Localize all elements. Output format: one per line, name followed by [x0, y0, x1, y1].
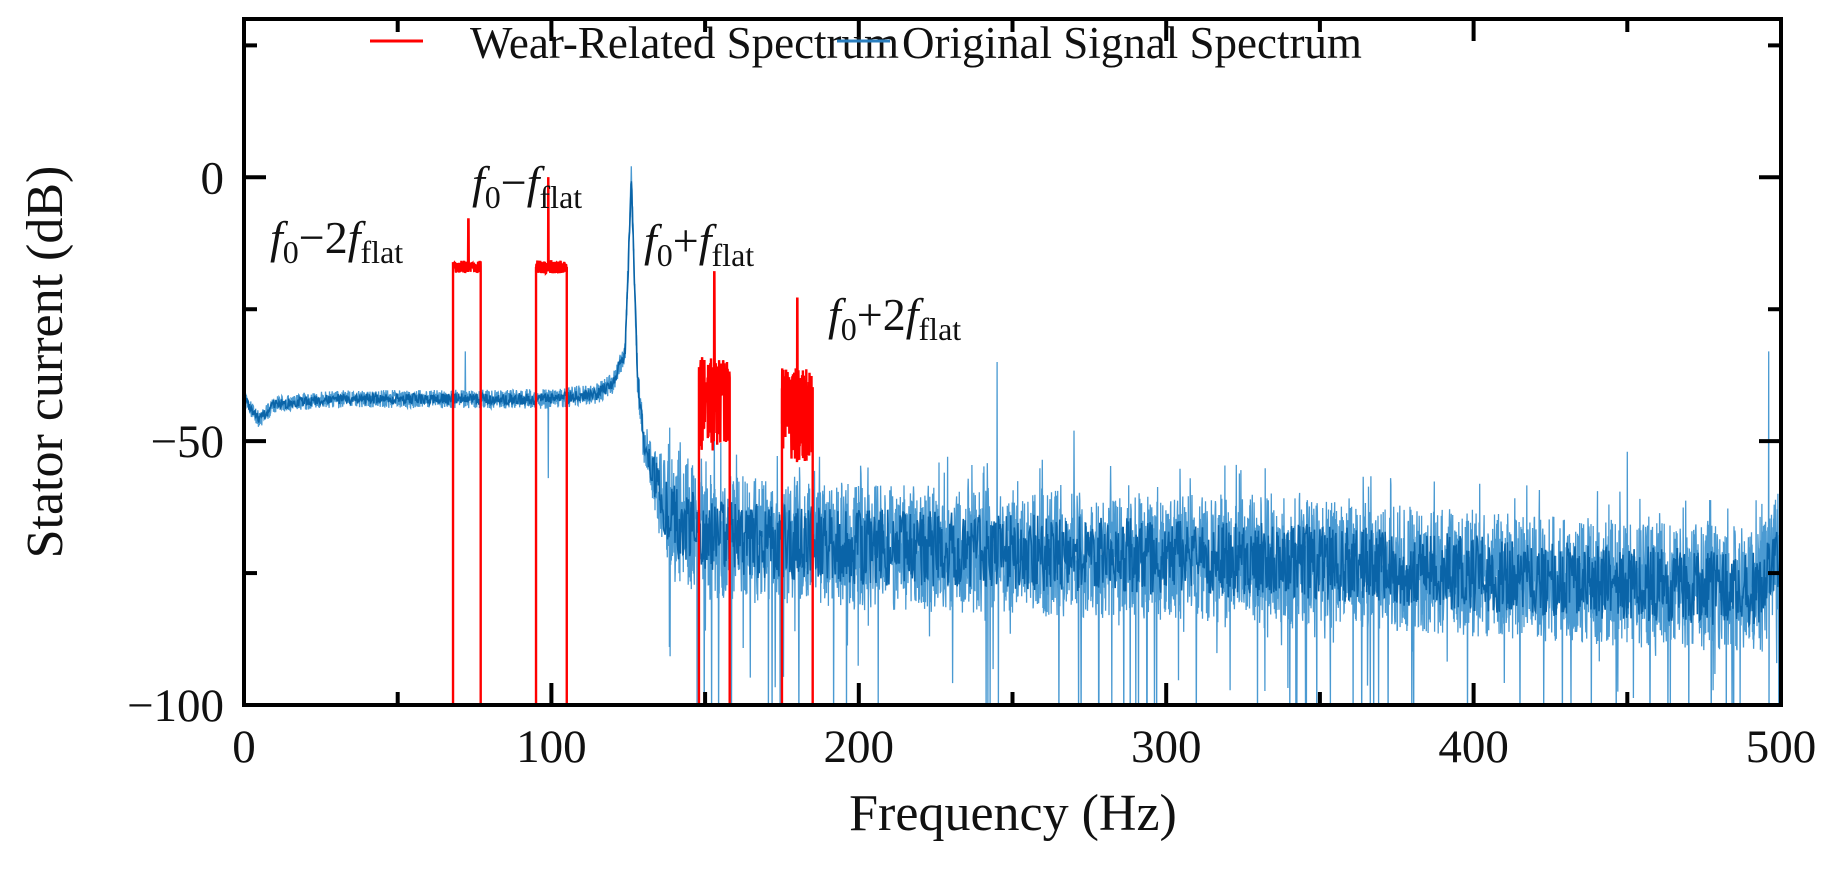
annotation-part: + [673, 215, 699, 266]
tick-labels: 0 100 200 300 400 500 0 −50 −100 [127, 152, 1816, 773]
annotations: f0−2fflat f0−fflat f0+fflat f0+2fflat [270, 157, 961, 347]
annotation-sideband-2: f0+fflat [644, 215, 754, 273]
legend-label-original: Original Signal Spectrum [902, 18, 1362, 68]
ticks-layer [242, 19, 1783, 707]
legend-label-wear: Wear-Related Spectrum [470, 18, 899, 68]
x-tick-label: 0 [232, 721, 256, 773]
annotation-part: 0 [841, 311, 857, 347]
series-original-signal-light [244, 166, 1781, 705]
x-tick-label: 300 [1131, 721, 1202, 773]
wear-band-0 [451, 218, 482, 705]
x-tick-label: 400 [1438, 721, 1509, 773]
series-original-signal [244, 181, 1781, 628]
y-axis-label: Stator current (dB) [17, 166, 74, 559]
x-tick-label: 500 [1746, 721, 1817, 773]
y-tick-label: −100 [127, 680, 224, 732]
annotation-sideband-1: f0−fflat [472, 157, 582, 215]
annotation-sideband-3: f0+2fflat [828, 289, 961, 347]
annotation-part: flat [361, 234, 404, 270]
x-tick-label: 100 [516, 721, 587, 773]
y-tick-label: 0 [201, 152, 225, 204]
annotation-part: flat [919, 311, 962, 347]
x-axis-label: Frequency (Hz) [849, 785, 1177, 842]
annotation-part: − [501, 157, 527, 208]
annotation-part: −2 [299, 212, 348, 263]
annotation-part: 0 [657, 237, 673, 273]
series-layer [244, 166, 1781, 705]
annotation-part: 0 [485, 179, 501, 215]
annotation-sideband-0: f0−2fflat [270, 212, 403, 270]
annotation-part: +2 [857, 289, 906, 340]
annotation-part: flat [540, 179, 583, 215]
x-tick-label: 200 [824, 721, 895, 773]
legend: Wear-Related Spectrum Original Signal Sp… [370, 18, 1362, 68]
y-tick-label: −50 [150, 416, 224, 468]
annotation-part: 0 [283, 234, 299, 270]
annotation-part: flat [712, 237, 755, 273]
wear-band-1 [534, 177, 569, 705]
